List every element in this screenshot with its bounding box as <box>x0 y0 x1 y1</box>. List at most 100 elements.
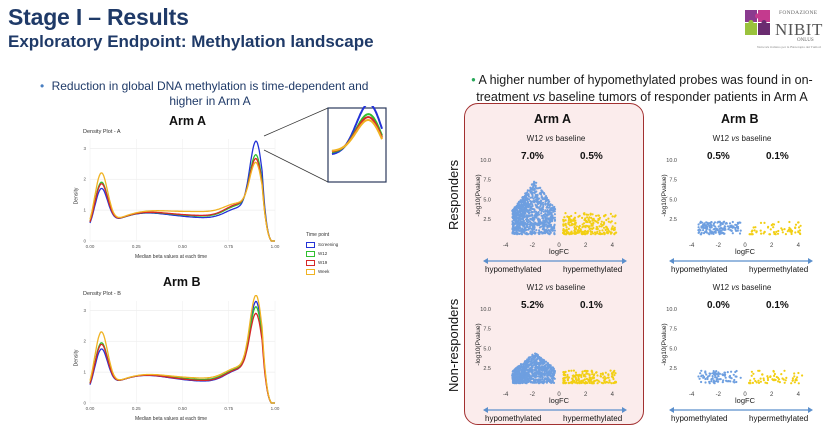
hypo-point <box>717 380 720 383</box>
hyper-point <box>603 379 606 382</box>
hypo-point <box>543 221 546 224</box>
hyper-point <box>583 369 586 373</box>
hypo-point <box>517 216 520 219</box>
hyper-point <box>572 369 575 372</box>
hypo-point <box>546 211 549 214</box>
hyper-point <box>582 212 585 215</box>
hypo-point <box>543 379 546 382</box>
hyper-point <box>604 228 607 232</box>
hypo-point <box>514 378 517 381</box>
hyper-point <box>571 377 574 380</box>
hypo-point <box>711 375 714 378</box>
hypo-point <box>706 222 709 226</box>
hypo-point <box>710 224 713 227</box>
hypo-point <box>529 196 532 199</box>
hyper-point <box>562 218 565 221</box>
x-axis-label: logFC <box>549 396 570 405</box>
hypo-point <box>534 215 537 218</box>
x-tick-label: 0 <box>557 392 561 398</box>
hyper-point <box>578 224 581 228</box>
hypo-point <box>553 219 556 222</box>
hypo-point <box>526 194 529 197</box>
hypo-point <box>525 361 528 364</box>
hypo-point <box>540 366 543 369</box>
hyper-point <box>591 218 594 221</box>
hypo-point <box>536 193 539 196</box>
hyper-point <box>595 214 598 217</box>
hyper-point <box>572 374 575 377</box>
y-tick-label: 3 <box>83 308 86 313</box>
panel-subtitle-text: W12 <box>712 134 732 143</box>
hypo-point <box>544 365 547 368</box>
hypo-point <box>537 373 540 376</box>
hyper-point <box>612 377 615 381</box>
hypo-point <box>542 210 545 213</box>
hyper-point <box>780 373 783 376</box>
hyper-point <box>607 220 610 223</box>
hyper-point <box>797 230 800 233</box>
panel-subtitle-text-end: baseline <box>739 283 772 292</box>
hyper-point <box>599 375 603 378</box>
hyper-point <box>751 381 754 384</box>
hyper-point <box>610 382 613 385</box>
hypo-point <box>536 199 539 202</box>
hypo-point <box>512 223 515 226</box>
y-tick-label: 1 <box>83 208 86 213</box>
hypo-point <box>700 375 703 378</box>
hyper-point <box>588 225 591 228</box>
panel-subtitle-text-end: baseline <box>553 134 586 143</box>
hypo-point <box>699 229 702 232</box>
hypo-point <box>543 223 546 226</box>
hypo-point <box>524 192 527 195</box>
x-tick-label: 4 <box>797 243 801 249</box>
hypo-point <box>531 364 534 367</box>
hypo-point <box>539 208 542 211</box>
hyper-point <box>754 226 757 229</box>
hypo-point <box>539 372 543 376</box>
hypo-point <box>728 222 732 225</box>
hyper-point <box>799 224 802 227</box>
hypo-point <box>541 232 544 235</box>
hypo-point <box>710 230 713 233</box>
hyper-point <box>568 224 572 227</box>
hypo-point <box>525 214 528 217</box>
hyper-point <box>605 218 608 222</box>
hypo-point <box>704 377 707 381</box>
hyper-point <box>582 381 585 384</box>
hypo-point <box>735 375 738 378</box>
hypo-point <box>728 226 731 229</box>
hyper-point <box>572 218 575 221</box>
hypo-point <box>536 214 539 217</box>
left-arm-a-title: Arm A <box>169 114 207 128</box>
hyper-point <box>588 373 591 376</box>
hypo-point <box>546 368 549 371</box>
hypo-point <box>521 198 524 201</box>
hypo-point <box>553 213 556 216</box>
hyper-point <box>774 378 777 382</box>
hyper-point <box>581 226 584 229</box>
hypo-point <box>542 381 545 385</box>
hyper-point <box>565 231 568 234</box>
x-tick-label: 0.25 <box>132 244 141 249</box>
hyper-point <box>580 232 583 235</box>
hyper-point <box>573 226 576 229</box>
hypo-point <box>700 231 703 234</box>
hypo-point <box>541 362 545 366</box>
plot-b-ylabel: Density <box>73 349 80 367</box>
x-tick-label: 1.00 <box>271 244 280 249</box>
hyper-point <box>801 374 804 377</box>
hyper-point <box>783 381 786 384</box>
hyper-point <box>576 231 579 234</box>
hypo-point <box>525 377 528 380</box>
hyper-point <box>790 229 793 232</box>
hyper-percentage: 0.1% <box>766 300 789 311</box>
hypo-point <box>552 207 556 210</box>
hypo-point <box>534 193 537 196</box>
hypo-point <box>533 210 536 213</box>
hypo-point <box>537 197 541 200</box>
hypo-point <box>544 232 547 235</box>
hypo-point <box>549 207 553 210</box>
hypo-point <box>700 380 703 384</box>
hyper-point <box>585 377 588 380</box>
hypo-point <box>712 228 715 231</box>
